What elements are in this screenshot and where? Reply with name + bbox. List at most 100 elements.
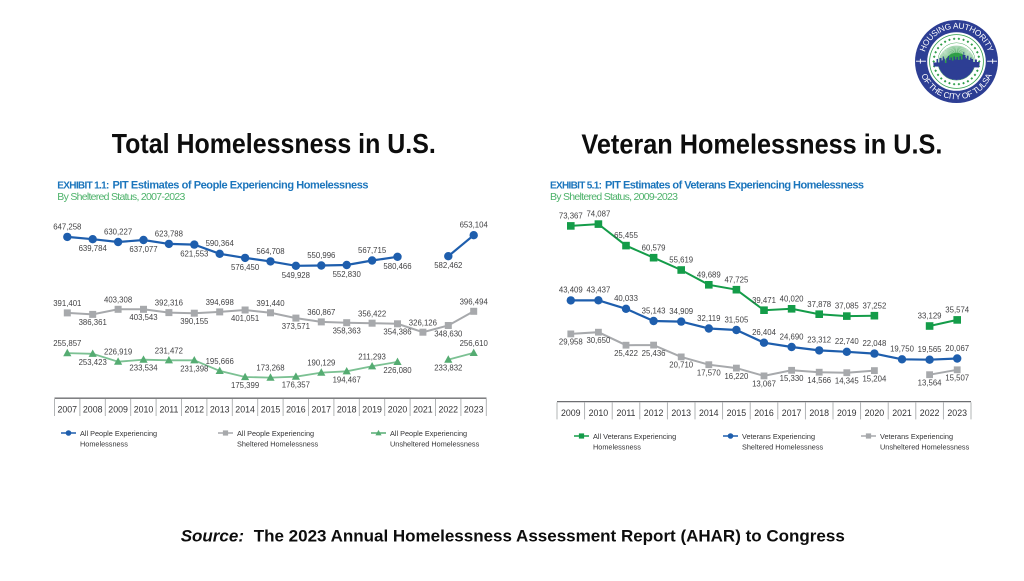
svg-text:2017: 2017 [312,405,332,415]
svg-text:32,119: 32,119 [697,314,720,323]
svg-text:Sheltered Homelessness: Sheltered Homelessness [237,439,318,448]
svg-text:394,698: 394,698 [206,298,234,307]
svg-text:194,467: 194,467 [333,375,361,384]
svg-text:2019: 2019 [837,408,857,418]
svg-text:All People Experiencing: All People Experiencing [237,429,314,438]
svg-text:396,494: 396,494 [460,297,489,306]
svg-text:373,571: 373,571 [282,322,310,331]
svg-text:39,471: 39,471 [752,296,776,305]
svg-text:2019: 2019 [362,405,382,415]
svg-text:Unsheltered Homelessness: Unsheltered Homelessness [390,439,480,448]
svg-text:24,690: 24,690 [780,332,805,341]
svg-text:2009: 2009 [561,408,581,418]
svg-text:43,409: 43,409 [559,286,583,295]
svg-text:552,830: 552,830 [333,270,362,279]
svg-text:360,867: 360,867 [307,308,335,317]
svg-text:Veterans Experiencing: Veterans Experiencing [880,432,953,441]
svg-text:73,367: 73,367 [559,212,583,221]
svg-text:33,129: 33,129 [918,312,942,321]
svg-text:74,087: 74,087 [586,210,610,219]
svg-text:EXHIBIT 5.1:: EXHIBIT 5.1: [550,181,602,192]
svg-text:60,579: 60,579 [642,243,666,252]
svg-text:195,666: 195,666 [206,357,234,366]
svg-text:15,330: 15,330 [780,374,805,383]
svg-text:Homelessness: Homelessness [593,442,641,451]
svg-text:37,085: 37,085 [835,302,860,311]
svg-text:2018: 2018 [809,408,829,418]
svg-text:Sheltered Homelessness: Sheltered Homelessness [742,442,823,451]
svg-text:25,436: 25,436 [642,349,666,358]
svg-text:176,357: 176,357 [282,381,310,390]
svg-text:580,466: 580,466 [383,262,411,271]
svg-text:630,227: 630,227 [104,227,132,236]
svg-text:2010: 2010 [134,405,154,415]
svg-text:22,048: 22,048 [862,339,886,348]
svg-text:19,750: 19,750 [890,345,915,354]
svg-text:17,570: 17,570 [697,369,722,378]
svg-text:Source: The 2023 Annual Homele: Source: The 2023 Annual Homelessness Ass… [181,526,845,545]
svg-text:Total Homelessness in U.S.: Total Homelessness in U.S. [112,128,436,159]
svg-text:2011: 2011 [159,405,178,415]
svg-text:2009: 2009 [108,405,128,415]
svg-text:PIT Estimates of Veterans Expe: PIT Estimates of Veterans Experiencing H… [605,180,864,192]
svg-text:211,293: 211,293 [358,352,386,361]
svg-text:Unsheltered Homelessness: Unsheltered Homelessness [880,442,970,451]
svg-text:By Sheltered Status, 2009-2023: By Sheltered Status, 2009-2023 [550,191,678,203]
svg-text:623,788: 623,788 [155,229,183,238]
svg-text:567,715: 567,715 [358,246,387,255]
svg-text:175,399: 175,399 [231,381,259,390]
svg-text:Veteran Homelessness in U.S.: Veteran Homelessness in U.S. [581,128,942,159]
svg-text:576,450: 576,450 [231,263,260,272]
svg-text:40,020: 40,020 [780,294,805,303]
svg-text:2007: 2007 [58,405,78,415]
svg-text:2012: 2012 [644,408,664,418]
svg-text:2021: 2021 [892,408,912,418]
svg-text:49,689: 49,689 [697,270,721,279]
svg-text:31,505: 31,505 [724,315,749,324]
svg-text:Veterans Experiencing: Veterans Experiencing [742,432,815,441]
svg-text:233,534: 233,534 [129,364,158,373]
svg-text:2018: 2018 [337,405,357,415]
svg-text:590,364: 590,364 [206,239,235,248]
svg-text:2021: 2021 [413,405,433,415]
svg-text:55,619: 55,619 [669,256,693,265]
svg-text:2015: 2015 [261,405,281,415]
svg-text:16,220: 16,220 [724,372,749,381]
svg-text:47,725: 47,725 [724,275,749,284]
svg-text:226,080: 226,080 [383,366,412,375]
svg-text:231,398: 231,398 [180,364,208,373]
svg-text:35,574: 35,574 [945,306,970,315]
svg-text:2020: 2020 [865,408,885,418]
svg-text:564,708: 564,708 [256,247,284,256]
svg-text:231,472: 231,472 [155,346,183,355]
svg-text:19,565: 19,565 [918,345,943,354]
svg-text:639,784: 639,784 [79,244,108,253]
svg-text:386,361: 386,361 [79,318,107,327]
svg-text:2008: 2008 [83,405,103,415]
svg-text:40,033: 40,033 [614,294,638,303]
svg-text:14,345: 14,345 [835,377,860,386]
svg-text:PIT Estimates of People Experi: PIT Estimates of People Experiencing Hom… [113,180,369,192]
svg-text:403,543: 403,543 [129,313,157,322]
svg-text:35,143: 35,143 [642,306,666,315]
svg-text:By Sheltered Status, 2007-2023: By Sheltered Status, 2007-2023 [57,191,185,203]
svg-text:391,401: 391,401 [53,299,81,308]
svg-text:647,258: 647,258 [53,222,81,231]
svg-text:37,878: 37,878 [807,300,831,309]
svg-text:2016: 2016 [286,405,306,415]
svg-text:173,268: 173,268 [256,364,284,373]
svg-text:637,077: 637,077 [129,245,157,254]
svg-text:403,308: 403,308 [104,295,132,304]
svg-text:2022: 2022 [920,408,940,418]
svg-text:Homelessness: Homelessness [80,439,128,448]
svg-text:All People Experiencing: All People Experiencing [80,429,157,438]
svg-text:2014: 2014 [235,405,255,415]
svg-text:20,067: 20,067 [945,344,969,353]
svg-text:13,067: 13,067 [752,380,776,389]
svg-text:2020: 2020 [388,405,408,415]
svg-text:233,832: 233,832 [434,364,462,373]
svg-text:256,610: 256,610 [460,339,489,348]
svg-text:25,422: 25,422 [614,349,638,358]
svg-text:14,566: 14,566 [807,376,831,385]
svg-text:15,204: 15,204 [862,374,887,383]
